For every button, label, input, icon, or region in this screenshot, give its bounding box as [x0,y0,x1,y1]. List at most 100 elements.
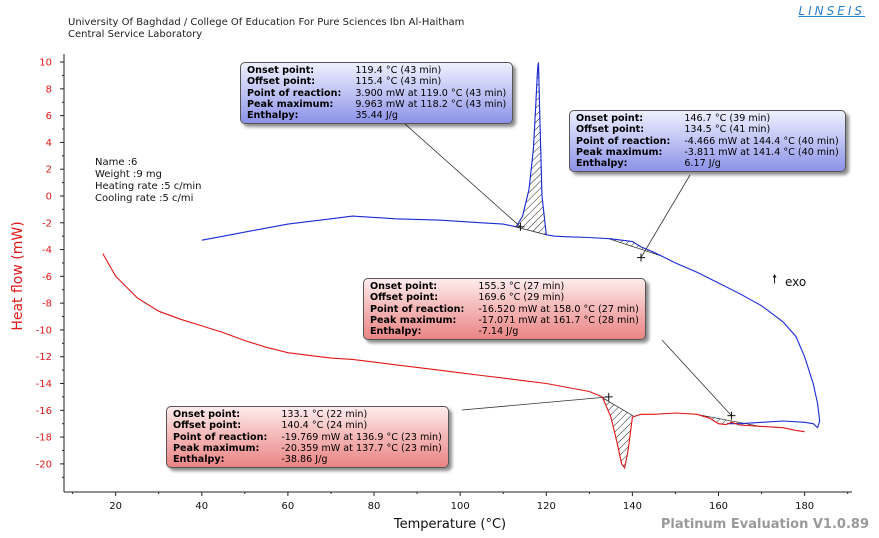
annotation-key: Enthalpy: [247,110,299,122]
x-tick-label: 40 [195,501,208,512]
cooling-rate: Cooling rate :5 c/mi [95,193,194,204]
x-tick-label: 20 [109,501,122,512]
y-tick-label: -16 [36,406,52,417]
annotation-box-red-high: Onset point: 155.3 °C (27 min) Offset poin… [363,278,646,341]
annotation-row: Onset point: 133.1 °C (22 min) [173,409,442,420]
x-tick-label: 100 [451,501,470,512]
software-version: Platinum Evaluation V1.0.89 [660,517,869,532]
annotation-row: Peak maximum: -20.359 mW at 137.7 °C (23 … [173,443,442,454]
annotation-value: 146.7 °C (39 min) [684,113,771,124]
exo-arrow-icon: 🠕 [772,272,777,286]
annotation-key: Onset point: [370,281,438,292]
annotation-key: Peak maximum: [370,314,457,326]
annotation-value: -17.071 mW at 161.7 °C (28 min) [478,314,639,326]
y-tick-label: -4 [42,245,52,256]
y-tick-label: 4 [46,138,52,149]
annotation-value: 134.5 °C (41 min) [684,124,771,136]
annotation-row: Enthalpy: 6.17 J/g [576,158,839,169]
annotation-key: Onset point: [247,65,315,76]
y-tick-label: 2 [46,165,52,176]
annotation-key: Offset point: [173,420,242,432]
y-tick-label: -12 [36,352,52,363]
sample-info: Name :6 Weight :9 mg Heating rate :5 c/m… [95,157,202,205]
annotation-row: Enthalpy: 35.44 J/g [247,110,506,121]
exo-label: exo [785,275,806,289]
sample-name: Name :6 [95,157,138,168]
annotation-value: 155.3 °C (27 min) [478,281,565,292]
y-axis-label: Heat flow (mW) [10,221,26,330]
annotation-row: Onset point: 155.3 °C (27 min) [370,281,639,292]
annotation-key: Peak maximum: [247,98,334,110]
annotation-value: -20.359 mW at 137.7 °C (23 min) [281,442,442,454]
y-tick-label: -18 [36,433,52,444]
annotation-key: Offset point: [247,76,316,88]
annotation-row: Enthalpy: -7.14 J/g [370,326,639,337]
annotation-key: Onset point: [576,113,644,124]
annotation-row: Peak maximum: -3.811 mW at 141.4 °C (40 m… [576,147,839,158]
annotation-value: 6.17 J/g [684,158,721,170]
annotation-key: Point of reaction: [173,431,268,443]
annotation-box-blue-peak: Onset point: 119.4 °C (43 min) Offset poin… [240,62,514,125]
annotation-box-red-low: Onset point: 133.1 °C (22 min) Offset poin… [166,406,449,469]
annotation-row: Offset point: 140.4 °C (24 min) [173,420,442,431]
annotation-key: Enthalpy: [370,326,422,338]
heating-rate: Heating rate :5 c/min [95,181,202,192]
annotation-value: 115.4 °C (43 min) [355,76,442,88]
linseis-logo: LINSEIS [798,4,865,18]
annotation-row: Point of reaction: -19.769 mW at 136.9 °C… [173,432,442,443]
heating-curve [201,62,821,429]
annotation-row: Point of reaction: -4.466 mW at 144.4 °C … [576,136,839,147]
x-tick-label: 160 [709,501,728,512]
annotation-key: Point of reaction: [247,87,342,99]
y-tick-label: 10 [39,58,52,69]
annotation-key: Peak maximum: [173,442,260,454]
y-tick-label: -14 [36,379,52,390]
annotation-key: Peak maximum: [576,146,663,158]
hatch-blue-shoulder [608,238,662,257]
annotation-value: -38.86 J/g [281,454,328,466]
x-tick-label: 140 [623,501,642,512]
annotation-value: 119.4 °C (43 min) [355,65,442,76]
annotation-value: 3.900 mW at 119.0 °C (43 min) [355,87,507,99]
annotation-row: Offset point: 115.4 °C (43 min) [247,76,506,87]
annotation-key: Point of reaction: [576,135,671,147]
x-tick-label: 180 [795,501,814,512]
annotation-row: Peak maximum: -17.071 mW at 161.7 °C (28 … [370,315,639,326]
annotation-key: Onset point: [173,409,241,420]
annotation-key: Offset point: [576,124,645,136]
annotation-row: Offset point: 134.5 °C (41 min) [576,124,839,135]
annotation-value: -4.466 mW at 144.4 °C (40 min) [684,135,839,147]
leader-line [661,339,732,416]
annotation-key: Offset point: [370,292,439,304]
annotation-value: -19.769 mW at 136.9 °C (23 min) [281,431,442,443]
lab-title: University Of Baghdad / College Of Educa… [68,17,465,28]
annotation-row: Peak maximum: 9.963 mW at 118.2 °C (43 mi… [247,99,506,110]
y-tick-label: 6 [46,111,52,122]
annotation-value: -16.520 mW at 158.0 °C (27 min) [478,303,639,315]
annotation-value: -7.14 J/g [478,326,519,338]
x-axis-label: Temperature (°C) [393,517,506,532]
leader-line [404,123,521,228]
y-tick-label: 0 [46,191,52,202]
hatch-red-shoulder [698,414,760,427]
y-tick-label: -8 [42,299,52,310]
y-tick-label: -6 [42,272,52,283]
annotation-row: Enthalpy: -38.86 J/g [173,454,442,465]
annotation-row: Onset point: 119.4 °C (43 min) [247,65,506,76]
annotation-row: Point of reaction: -16.520 mW at 158.0 °C… [370,304,639,315]
sample-weight: Weight :9 mg [95,169,163,180]
annotation-row: Onset point: 146.7 °C (39 min) [576,113,839,124]
x-tick-label: 60 [282,501,295,512]
x-tick-label: 120 [537,501,556,512]
y-tick-label: -20 [36,459,52,470]
annotation-value: -3.811 mW at 141.4 °C (40 min) [684,146,839,158]
leader-line [461,396,609,411]
x-tick-label: 80 [368,501,381,512]
lab-subtitle: Central Service Laboratory [68,29,203,40]
annotation-value: 9.963 mW at 118.2 °C (43 min) [355,98,507,110]
annotation-row: Point of reaction: 3.900 mW at 119.0 °C (… [247,88,506,99]
annotation-value: 133.1 °C (22 min) [281,409,368,420]
annotation-value: 169.6 °C (29 min) [478,292,565,304]
annotation-value: 35.44 J/g [355,110,398,122]
